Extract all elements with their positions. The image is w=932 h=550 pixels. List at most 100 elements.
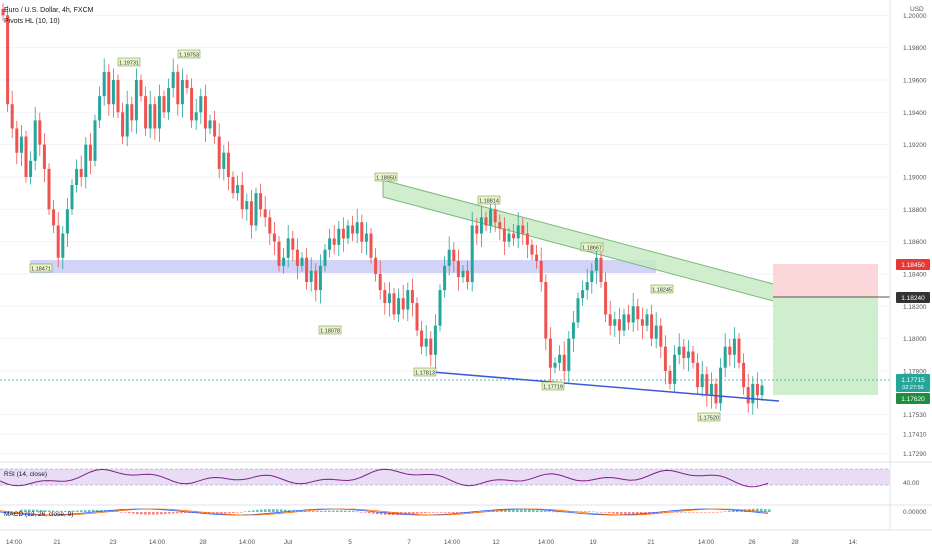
macd-bar (688, 512, 691, 513)
time-tick: 14:00 (239, 539, 256, 546)
candle-body (627, 314, 631, 323)
candle-body (194, 112, 198, 121)
macd-bar (124, 512, 127, 513)
macd-bar (316, 511, 319, 512)
candle-body (98, 96, 102, 121)
price-tick: 1.19600 (903, 77, 927, 84)
candlestick-series (1, 3, 764, 415)
svg-text:1.17520: 1.17520 (699, 416, 719, 422)
time-tick: 14:00 (149, 539, 166, 546)
candle-body (318, 265, 322, 291)
candle-body (571, 322, 575, 339)
candle-body (673, 354, 677, 384)
candle-body (203, 96, 207, 129)
candle-body (47, 168, 51, 210)
candle-body (475, 225, 479, 234)
macd-bar (536, 510, 539, 512)
candle-body (636, 306, 640, 320)
candle-body (6, 15, 10, 105)
macd-bar (24, 509, 27, 512)
candle-body (387, 293, 391, 304)
pivot-label-low: 1.17520 (697, 412, 721, 422)
macd-bar (372, 512, 375, 514)
macd-bar (328, 510, 331, 512)
candle-body (415, 303, 419, 331)
candle-body (42, 144, 46, 169)
rsi-line (0, 468, 769, 488)
pivot-labels: 1.19731 1.19753 1.18950 1.18814 1.18667 … (29, 49, 721, 422)
macd-bar (548, 511, 551, 512)
macd-bar (44, 510, 47, 512)
macd-bar (540, 510, 543, 512)
take-profit-zone[interactable] (773, 297, 878, 395)
time-axis[interactable]: 14:00 21 23 14:00 28 14:00 Jul 5 7 14:00 12 14:00 19… (6, 539, 858, 546)
candle-body (139, 79, 143, 97)
candle-body (171, 71, 175, 89)
support-trendline[interactable] (431, 371, 780, 402)
candle-body (470, 225, 474, 283)
candle-body (581, 290, 585, 299)
candle-body (33, 120, 37, 161)
candle-body (447, 249, 451, 266)
candle-body (121, 112, 125, 137)
price-tick: 1.19800 (903, 45, 927, 52)
macd-bar (296, 510, 299, 512)
macd-bar (368, 512, 371, 514)
support-zone[interactable] (30, 260, 656, 273)
candle-body (640, 319, 644, 326)
macd-bar (672, 512, 675, 513)
candle-body (489, 209, 493, 226)
svg-text:1.18950: 1.18950 (376, 176, 396, 182)
macd-bar (472, 512, 475, 513)
candle-body (539, 261, 543, 283)
macd-bar (584, 511, 587, 512)
candle-body (553, 362, 557, 368)
pivot-label-low: 1.18078 (318, 325, 342, 335)
candle-body (240, 185, 244, 210)
candle-body (300, 257, 304, 266)
macd-bar (140, 512, 143, 515)
candle-body (282, 257, 286, 266)
candle-body (686, 351, 690, 359)
macd-bar (184, 512, 187, 514)
macd-bar (36, 509, 39, 512)
candle-body (1, 8, 5, 16)
candle-body (590, 270, 594, 283)
stop-loss-zone[interactable] (773, 264, 878, 297)
pivot-label-high: 1.18667 (580, 242, 604, 252)
macd-bar (500, 509, 503, 512)
candle-body (424, 338, 428, 347)
svg-text:1.18814: 1.18814 (479, 199, 499, 205)
price-tick: 1.18600 (903, 239, 927, 246)
macd-bar (532, 509, 535, 512)
candle-body (337, 228, 341, 245)
macd-bar (712, 512, 715, 513)
candle-body (452, 249, 456, 262)
candle-body (19, 136, 23, 153)
price-tick: 1.17410 (903, 431, 927, 438)
candle-body (29, 160, 33, 177)
candle-body (134, 79, 138, 121)
candle-body (479, 217, 483, 234)
macd-bar (696, 512, 699, 513)
price-tick: 1.18200 (903, 304, 927, 311)
macd-bar (148, 512, 151, 515)
candle-body (84, 144, 88, 177)
candle-body (364, 233, 368, 242)
macd-level-label: 0.00000 (903, 509, 927, 516)
macd-bar (324, 510, 327, 512)
candle-body (732, 338, 736, 355)
price-tick: 1.18800 (903, 207, 927, 214)
candle-body (70, 185, 74, 210)
candle-body (723, 346, 727, 368)
macd-bar (408, 512, 411, 515)
macd-bar (312, 511, 315, 512)
candle-body (309, 270, 313, 283)
candle-body (52, 209, 56, 226)
macd-bar (440, 512, 443, 513)
price-axis[interactable]: 1.20000 1.19800 1.19600 1.19400 1.19200 1.190… (903, 13, 927, 458)
candle-body (231, 176, 235, 194)
candle-body (682, 346, 686, 359)
svg-text:1.19753: 1.19753 (179, 53, 199, 59)
